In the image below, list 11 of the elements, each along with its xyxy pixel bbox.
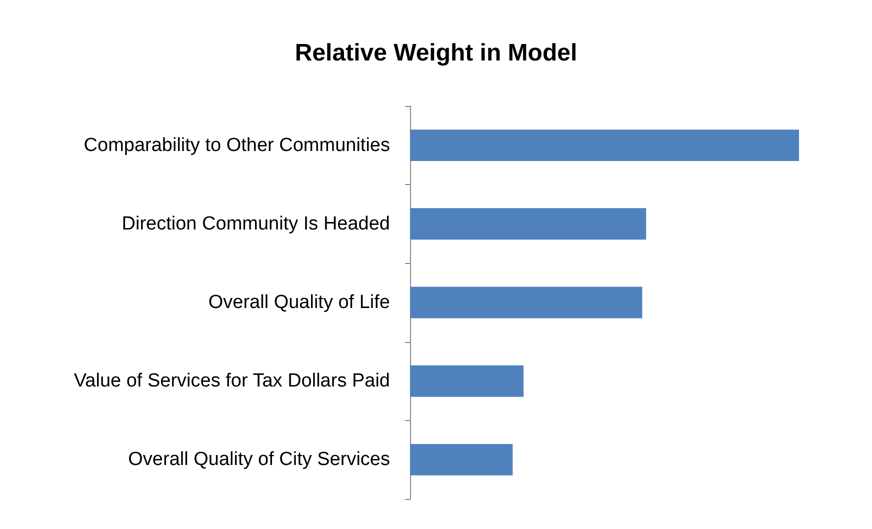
bar bbox=[410, 286, 642, 318]
chart-title: Relative Weight in Model bbox=[294, 40, 578, 66]
y-tick-label: Overall Quality of Life bbox=[208, 292, 390, 313]
bar bbox=[410, 130, 799, 162]
bar bbox=[410, 365, 524, 397]
y-tick-label: Value of Services for Tax Dollars Paid bbox=[74, 370, 390, 392]
y-tick-label: Direction Community Is Headed bbox=[122, 213, 390, 234]
bar bbox=[410, 208, 646, 240]
y-tick-label: Overall Quality of City Services bbox=[128, 449, 390, 470]
y-tick-label: Comparability to Other Communities bbox=[84, 134, 390, 156]
bar bbox=[410, 444, 513, 476]
